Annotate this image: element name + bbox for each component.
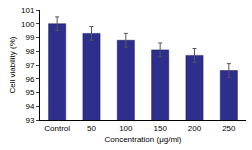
svg-text:95: 95	[25, 88, 34, 97]
svg-text:Cell viability (%): Cell viability (%)	[8, 36, 17, 93]
svg-text:96: 96	[25, 75, 34, 84]
svg-text:100: 100	[21, 20, 35, 29]
svg-text:101: 101	[21, 6, 35, 15]
svg-text:50: 50	[87, 124, 96, 133]
svg-text:100: 100	[119, 124, 133, 133]
svg-text:200: 200	[188, 124, 202, 133]
svg-text:99: 99	[25, 33, 34, 42]
svg-text:98: 98	[25, 47, 34, 56]
svg-text:150: 150	[153, 124, 167, 133]
svg-text:94: 94	[25, 102, 34, 111]
svg-text:Concentration (μg/ml): Concentration (μg/ml)	[104, 135, 181, 144]
svg-text:93: 93	[25, 116, 34, 125]
svg-text:Control: Control	[44, 124, 70, 133]
svg-text:97: 97	[25, 61, 34, 70]
svg-text:250: 250	[222, 124, 236, 133]
